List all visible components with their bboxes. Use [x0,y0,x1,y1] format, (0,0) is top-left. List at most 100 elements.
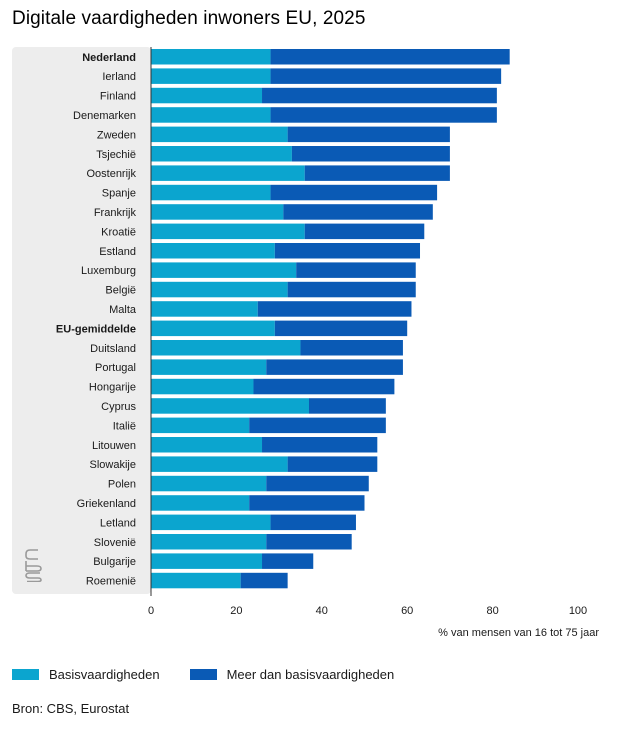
category-label: Nederland [82,52,136,64]
bar-basisvaardigheden [151,107,271,123]
bar-meer-dan-basisvaardigheden [266,475,369,492]
bar-basisvaardigheden [151,262,297,278]
category-label: Portugal [95,362,136,374]
category-label: Estland [99,246,136,258]
bar-basisvaardigheden [151,437,263,453]
bar-basisvaardigheden [151,475,267,492]
category-label: Griekenland [77,498,136,510]
x-tick-label: 20 [230,605,242,617]
bar-basisvaardigheden [151,165,305,181]
bar-meer-dan-basisvaardigheden [249,495,365,511]
bar-meer-dan-basisvaardigheden [296,262,416,278]
bar-basisvaardigheden [151,87,263,104]
bar-basisvaardigheden [151,534,267,550]
legend-label-meer: Meer dan basisvaardigheden [226,667,395,682]
category-label: EU-gemiddelde [56,323,136,335]
category-label: Finland [100,91,136,103]
bar-meer-dan-basisvaardigheden [300,340,403,356]
category-label: Spanje [102,188,136,200]
category-label: Tsjechië [96,149,136,161]
bar-meer-dan-basisvaardigheden [266,359,403,375]
category-label: Hongarije [89,382,136,394]
bar-basisvaardigheden [151,359,267,375]
bar-meer-dan-basisvaardigheden [240,572,288,589]
x-tick-label: 60 [401,605,413,617]
bar-basisvaardigheden [151,301,258,317]
x-tick-label: 0 [148,605,154,617]
bar-meer-dan-basisvaardigheden [270,514,356,531]
bar-meer-dan-basisvaardigheden [291,146,450,162]
x-tick-label: 80 [486,605,498,617]
x-axis-label: % van mensen van 16 tot 75 jaar [438,627,599,639]
category-label: Cyprus [101,401,136,413]
x-tick-label: 40 [316,605,328,617]
source-note: Bron: CBS, Eurostat [12,701,130,716]
category-label: Polen [108,479,136,491]
bar-meer-dan-basisvaardigheden [270,68,502,84]
chart-title: Digitale vaardigheden inwoners EU, 2025 [12,8,366,29]
bar-basisvaardigheden [151,514,271,531]
bar-meer-dan-basisvaardigheden [287,281,416,298]
category-label: Oostenrijk [86,168,136,180]
bar-meer-dan-basisvaardigheden [287,456,378,472]
bar-meer-dan-basisvaardigheden [270,184,438,201]
bar-meer-dan-basisvaardigheden [266,534,352,550]
label-panel [12,47,151,594]
bar-meer-dan-basisvaardigheden [270,107,497,123]
bar-basisvaardigheden [151,243,275,259]
bar-basisvaardigheden [151,204,284,220]
category-label: Roemenië [86,576,136,588]
bar-basisvaardigheden [151,553,263,569]
bar-basisvaardigheden [151,340,301,356]
category-label: Slovenië [94,537,136,549]
category-label: Kroatië [101,226,136,238]
category-label: Italië [113,420,136,432]
bar-basisvaardigheden [151,495,250,511]
legend-swatch-basis [12,669,39,680]
category-label: Litouwen [92,440,136,452]
category-label: Ierland [102,71,136,83]
legend-item-meer: Meer dan basisvaardigheden [189,667,395,682]
category-label: Bulgarije [93,556,136,568]
bar-meer-dan-basisvaardigheden [253,378,395,395]
bar-meer-dan-basisvaardigheden [270,49,510,65]
bar-basisvaardigheden [151,320,275,337]
bar-basisvaardigheden [151,68,271,84]
bar-meer-dan-basisvaardigheden [262,553,314,569]
legend-item-basis: Basisvaardigheden [12,667,160,682]
bar-basisvaardigheden [151,398,309,414]
bar-basisvaardigheden [151,281,288,298]
category-label: Duitsland [90,343,136,355]
legend-swatch-meer [189,669,217,680]
x-tick-label: 100 [569,605,587,617]
bar-meer-dan-basisvaardigheden [249,417,386,434]
legend-label-basis: Basisvaardigheden [49,667,160,682]
category-label: Luxemburg [81,265,136,277]
bar-meer-dan-basisvaardigheden [262,87,497,104]
bar-basisvaardigheden [151,146,292,162]
bar-basisvaardigheden [151,572,241,589]
legend: Basisvaardigheden Meer dan basisvaardigh… [12,667,424,682]
category-label: Malta [109,304,137,316]
bar-meer-dan-basisvaardigheden [274,243,421,259]
bar-basisvaardigheden [151,184,271,201]
bar-meer-dan-basisvaardigheden [308,398,386,414]
bar-meer-dan-basisvaardigheden [257,301,412,317]
category-label: Frankrijk [94,207,137,219]
category-label: België [105,285,136,297]
bar-basisvaardigheden [151,378,254,395]
bar-basisvaardigheden [151,49,271,65]
bar-meer-dan-basisvaardigheden [262,437,378,453]
cbs-logo [25,549,42,582]
bar-meer-dan-basisvaardigheden [283,204,433,220]
category-label: Denemarken [73,110,136,122]
category-label: Letland [100,517,136,529]
bar-meer-dan-basisvaardigheden [304,223,425,240]
bar-meer-dan-basisvaardigheden [274,320,408,337]
stacked-bar-chart: Nederland Ierland Finland Denemarken Zweden T… [12,47,599,639]
category-label: Slowakije [90,459,136,471]
bar-meer-dan-basisvaardigheden [287,126,450,143]
bar-basisvaardigheden [151,223,305,240]
bar-basisvaardigheden [151,456,288,472]
bar-basisvaardigheden [151,417,250,434]
